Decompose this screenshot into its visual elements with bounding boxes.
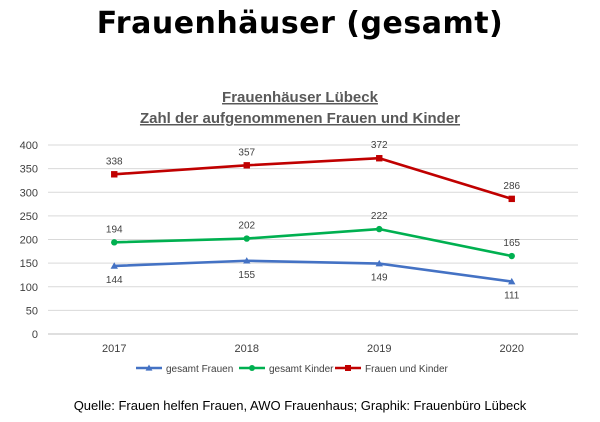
y-tick-label: 50: [26, 305, 38, 317]
data-label: 165: [503, 238, 520, 249]
data-label: 372: [371, 140, 388, 151]
legend-label: gesamt Frauen: [166, 364, 233, 375]
y-tick-label: 200: [20, 235, 38, 247]
data-point-marker: [145, 364, 153, 371]
y-tick-label: 300: [20, 187, 38, 199]
data-label: 149: [371, 273, 388, 284]
y-tick-label: 0: [32, 329, 38, 341]
data-label: 155: [238, 270, 255, 281]
y-tick-label: 100: [20, 282, 38, 294]
chart-title-line: Zahl der aufgenommenen Frauen und Kinder: [140, 110, 460, 127]
data-point-marker: [111, 239, 118, 246]
data-label: 202: [238, 221, 255, 232]
data-point-marker: [345, 365, 351, 371]
series-line: [112, 259, 514, 283]
x-tick-label: 2018: [235, 343, 259, 355]
y-tick-label: 150: [20, 258, 38, 270]
legend-label: gesamt Kinder: [269, 364, 334, 375]
series-line: [112, 227, 514, 258]
data-label: 111: [504, 291, 520, 302]
data-label: 286: [503, 181, 520, 192]
data-point-marker: [508, 195, 515, 203]
x-tick-label: 2020: [500, 343, 524, 355]
page-title: Frauenhäuser (gesamt): [96, 6, 504, 41]
source-caption: Quelle: Frauen helfen Frauen, AWO Frauen…: [73, 398, 527, 413]
data-label: 194: [106, 224, 123, 235]
data-point-marker: [508, 252, 515, 260]
x-tick-label: 2019: [367, 343, 391, 355]
data-point-marker: [376, 225, 383, 233]
data-point-marker: [508, 277, 516, 285]
data-point-marker: [110, 262, 118, 269]
data-point-marker: [375, 259, 383, 267]
y-tick-label: 350: [20, 164, 38, 176]
y-tick-label: 250: [20, 211, 38, 223]
x-tick-label: 2017: [102, 343, 126, 355]
series-line: [112, 156, 514, 201]
data-point-marker: [243, 162, 250, 169]
data-point-marker: [111, 171, 118, 178]
chart-title-line: Frauenhäuser Lübeck: [222, 89, 379, 106]
line-chart: Frauenhäuser Lübeck Zahl der aufgenommene…: [20, 89, 578, 375]
legend-label: Frauen und Kinder: [365, 364, 449, 375]
data-label: 144: [106, 275, 123, 286]
data-point-marker: [243, 257, 251, 264]
data-point-marker: [376, 155, 383, 162]
data-point-marker: [243, 235, 250, 242]
y-tick-label: 400: [20, 140, 38, 152]
data-label: 357: [238, 147, 255, 158]
data-point-marker: [249, 365, 255, 371]
data-label: 222: [371, 211, 388, 222]
data-label: 338: [106, 156, 123, 167]
